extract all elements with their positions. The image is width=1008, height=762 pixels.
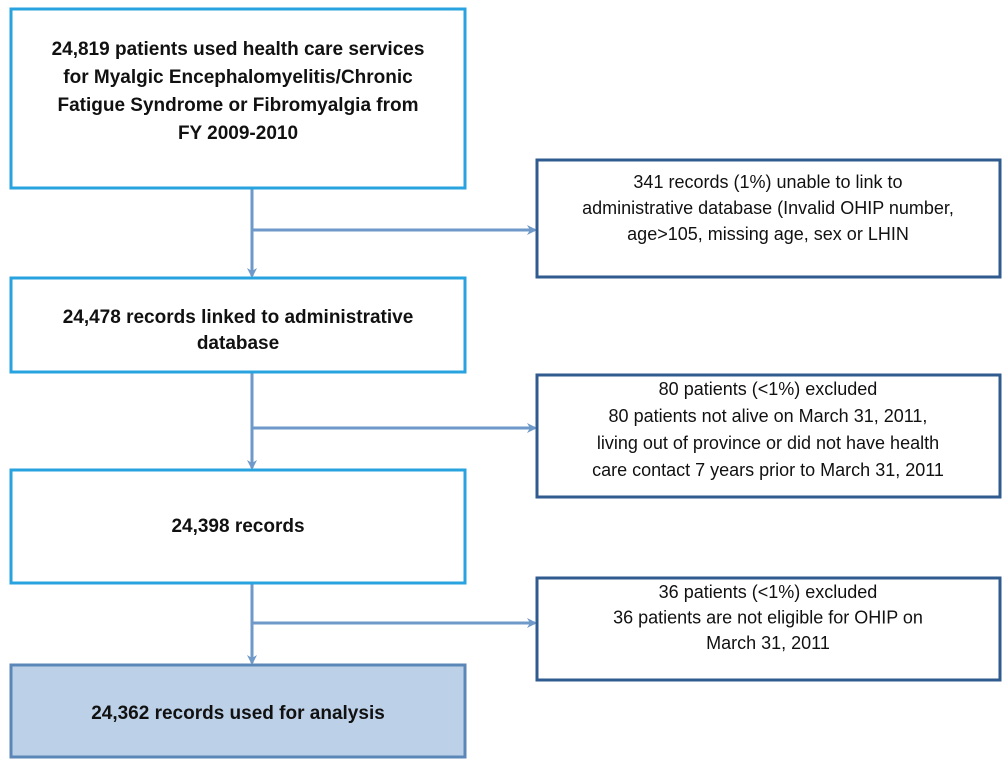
node-text: database	[197, 333, 279, 354]
node-text: March 31, 2011	[706, 633, 830, 653]
node-text: administrative database (Invalid OHIP nu…	[582, 198, 954, 218]
node-text: living out of province or did not have h…	[597, 433, 939, 453]
node-text: 341 records (1%) unable to link to	[633, 172, 902, 192]
node-text: 24,478 records linked to administrative	[63, 307, 414, 328]
box	[9, 7, 467, 190]
connectors	[247, 188, 537, 665]
node-text: 80 patients (<1%) excluded	[659, 379, 878, 399]
final-box	[9, 663, 467, 759]
exclusion-box	[535, 373, 1002, 499]
node-text: 24,398 records	[171, 516, 304, 537]
node-text: Fatigue Syndrome or Fibromyalgia from	[57, 95, 418, 116]
node-text: for Myalgic Encephalomyelitis/Chronic	[63, 67, 413, 88]
node-text: 36 patients (<1%) excluded	[659, 582, 878, 602]
node-text: FY 2009-2010	[178, 123, 298, 144]
exclusion-box	[535, 158, 1002, 279]
exclusion-box	[535, 576, 1002, 682]
node-text: 24,819 patients used health care service…	[52, 39, 425, 60]
node-text: 36 patients are not eligible for OHIP on	[613, 607, 923, 627]
node-text: age>105, missing age, sex or LHIN	[627, 224, 909, 244]
node-text: 80 patients not alive on March 31, 2011,	[609, 406, 928, 426]
node-text: care contact 7 years prior to March 31, …	[592, 460, 944, 480]
box	[9, 468, 467, 585]
texts: 24,819 patients used health care service…	[52, 39, 954, 724]
box	[9, 276, 467, 374]
node-text: 24,362 records used for analysis	[91, 703, 385, 724]
